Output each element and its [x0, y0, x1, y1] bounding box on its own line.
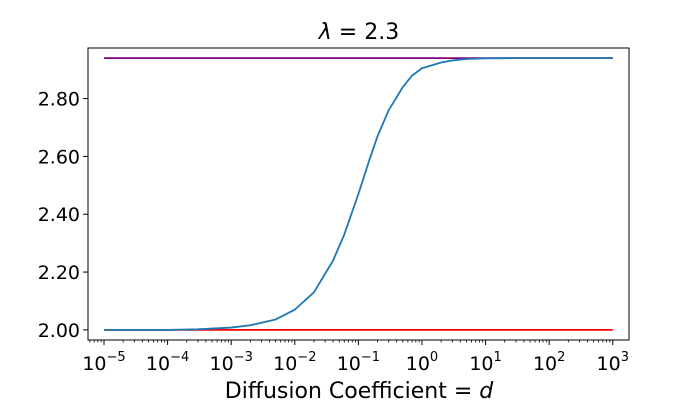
x-tick-base: 10	[273, 353, 297, 375]
x-tick-base: 10	[337, 353, 361, 375]
x-tick-label: 10−5	[82, 350, 125, 375]
x-tick-base: 10	[210, 353, 234, 375]
x-tick-exponent: −3	[234, 350, 253, 365]
x-tick-exponent: 3	[621, 350, 629, 365]
y-tick-label: 2.80	[38, 89, 80, 111]
x-tick-label: 10−3	[210, 350, 253, 375]
x-tick-label: 103	[597, 350, 629, 375]
x-axis-label: Diffusion Coefficient = d	[225, 379, 494, 400]
y-tick-label: 2.00	[38, 320, 80, 342]
x-tick-label: 100	[406, 350, 438, 375]
x-axis-ticks: 10−5 10−4 10−3 10−2 10−1 100 101 102 103	[82, 340, 629, 375]
x-tick-base: 10	[469, 353, 493, 375]
chart-title: λ = 2.3	[318, 20, 399, 45]
x-tick-base: 10	[406, 353, 430, 375]
x-tick-base: 10	[82, 353, 106, 375]
x-tick-label: 101	[469, 350, 501, 375]
x-tick-exponent: −4	[170, 350, 189, 365]
series-line-2	[104, 57, 613, 331]
x-tick-base: 10	[597, 353, 621, 375]
y-axis-ticks: 2.00 2.20 2.40 2.60 2.80	[38, 89, 88, 342]
x-tick-exponent: 2	[557, 350, 565, 365]
x-tick-label: 10−1	[337, 350, 380, 375]
series-layer	[104, 57, 613, 331]
x-tick-base: 10	[533, 353, 557, 375]
x-tick-exponent: 1	[494, 350, 502, 365]
y-tick-label: 2.20	[38, 262, 80, 284]
x-tick-exponent: −5	[107, 350, 126, 365]
x-tick-exponent: −2	[297, 350, 316, 365]
x-axis-label-text: Diffusion Coefficient =	[225, 379, 479, 400]
x-axis-label-var: d	[479, 379, 494, 400]
y-tick-label: 2.40	[38, 204, 80, 226]
y-tick-label: 2.60	[38, 146, 80, 168]
x-tick-label: 102	[533, 350, 565, 375]
x-tick-label: 10−2	[273, 350, 316, 375]
x-tick-exponent: 0	[430, 350, 438, 365]
chart-title-rest: = 2.3	[332, 20, 399, 45]
x-tick-exponent: −1	[361, 350, 380, 365]
chart-title-symbol: λ	[318, 20, 332, 45]
x-tick-label: 10−4	[146, 350, 189, 375]
x-tick-base: 10	[146, 353, 170, 375]
